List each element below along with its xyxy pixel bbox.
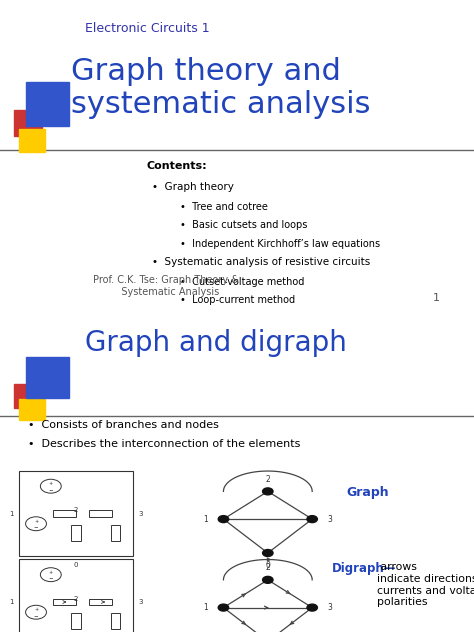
Text: •  Tree and cotree: • Tree and cotree bbox=[180, 202, 268, 212]
Text: −: − bbox=[34, 613, 38, 618]
Bar bbox=[111, 614, 120, 629]
Circle shape bbox=[263, 488, 273, 495]
Text: •  Systematic analysis of resistive circuits: • Systematic analysis of resistive circu… bbox=[152, 257, 370, 267]
Text: 1: 1 bbox=[203, 603, 208, 612]
Bar bbox=[19, 559, 133, 632]
Text: 1: 1 bbox=[9, 511, 13, 516]
Bar bbox=[71, 614, 81, 629]
Bar bbox=[53, 599, 76, 605]
Text: −: − bbox=[48, 575, 53, 580]
Bar bbox=[53, 511, 76, 517]
Circle shape bbox=[218, 516, 228, 523]
Text: 2: 2 bbox=[73, 507, 78, 513]
Bar bbox=[111, 525, 120, 541]
Bar bbox=[90, 511, 112, 517]
Circle shape bbox=[218, 604, 228, 611]
Circle shape bbox=[307, 604, 318, 611]
Text: •  Consists of branches and nodes: • Consists of branches and nodes bbox=[28, 420, 219, 430]
Text: −: − bbox=[34, 525, 38, 530]
Text: 2: 2 bbox=[73, 596, 78, 602]
Text: +: + bbox=[49, 481, 53, 486]
Text: Contents:: Contents: bbox=[147, 161, 208, 171]
Circle shape bbox=[263, 549, 273, 557]
Text: 3: 3 bbox=[138, 599, 143, 605]
Text: 2: 2 bbox=[265, 563, 270, 573]
Text: 1: 1 bbox=[433, 293, 439, 303]
Text: +: + bbox=[49, 569, 53, 574]
Text: +: + bbox=[34, 519, 38, 524]
Circle shape bbox=[263, 576, 273, 583]
Text: 0: 0 bbox=[73, 562, 78, 568]
Text: 1: 1 bbox=[9, 599, 13, 605]
Text: −: − bbox=[48, 487, 53, 492]
Text: •  Cutset-voltage method: • Cutset-voltage method bbox=[180, 277, 304, 287]
Text: Prof. C.K. Tse: Graph Theory &
   Systematic Analysis: Prof. C.K. Tse: Graph Theory & Systemati… bbox=[93, 275, 239, 297]
Text: 2: 2 bbox=[265, 475, 270, 484]
Text: Graph theory and
systematic analysis: Graph theory and systematic analysis bbox=[71, 57, 371, 119]
Text: 3: 3 bbox=[138, 511, 143, 516]
Text: Graph and digraph: Graph and digraph bbox=[85, 329, 347, 356]
Text: •  Describes the interconnection of the elements: • Describes the interconnection of the e… bbox=[28, 439, 301, 449]
Text: arrows
indicate directions of
currents and voltages’
polarities: arrows indicate directions of currents a… bbox=[377, 562, 474, 607]
Bar bbox=[19, 399, 46, 420]
Text: 3: 3 bbox=[328, 603, 333, 612]
Text: Electronic Circuits 1: Electronic Circuits 1 bbox=[85, 22, 210, 35]
Text: 3: 3 bbox=[328, 514, 333, 523]
Bar bbox=[14, 384, 42, 408]
Text: •  Loop-current method: • Loop-current method bbox=[180, 295, 295, 305]
Bar bbox=[14, 110, 42, 136]
Circle shape bbox=[307, 516, 318, 523]
Bar bbox=[90, 599, 112, 605]
Bar bbox=[26, 357, 69, 398]
Text: 0: 0 bbox=[265, 561, 270, 569]
Text: 1: 1 bbox=[203, 514, 208, 523]
Text: •  Independent Kirchhoff’s law equations: • Independent Kirchhoff’s law equations bbox=[180, 239, 380, 249]
Text: +: + bbox=[34, 607, 38, 612]
Text: Digraph—: Digraph— bbox=[332, 562, 396, 576]
Bar bbox=[71, 525, 81, 541]
Text: Graph: Graph bbox=[346, 487, 389, 499]
Bar bbox=[19, 129, 46, 152]
Text: •  Basic cutsets and loops: • Basic cutsets and loops bbox=[180, 221, 308, 231]
Bar bbox=[19, 471, 133, 556]
Text: •  Graph theory: • Graph theory bbox=[152, 182, 234, 192]
Bar bbox=[26, 82, 69, 126]
